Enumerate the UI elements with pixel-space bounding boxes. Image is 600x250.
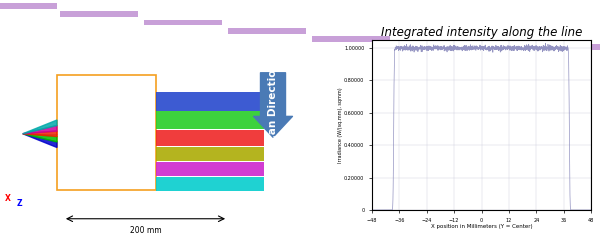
Bar (57, 75, 156, 190)
Y-axis label: Irradiance (W/(sq.mm), sqmm): Irradiance (W/(sq.mm), sqmm) (338, 87, 343, 163)
Bar (156, 92, 264, 110)
Bar (156, 130, 264, 146)
Bar (156, 147, 264, 161)
Bar (228, 28, 306, 34)
Polygon shape (23, 134, 57, 142)
Polygon shape (23, 134, 57, 147)
Text: Scan Direction: Scan Direction (268, 62, 278, 148)
Polygon shape (23, 126, 57, 134)
Text: Z: Z (17, 199, 22, 208)
Polygon shape (23, 131, 57, 136)
Bar (0, 3, 57, 9)
Bar (156, 111, 264, 129)
Bar (156, 177, 264, 191)
Bar (144, 20, 222, 25)
Text: X: X (5, 194, 11, 203)
Bar (312, 36, 390, 42)
Title: Integrated intensity along the line: Integrated intensity along the line (381, 26, 582, 39)
Text: 200 mm: 200 mm (130, 226, 161, 235)
X-axis label: X position in Millimeters (Y = Center): X position in Millimeters (Y = Center) (431, 224, 532, 229)
Bar (60, 12, 138, 17)
Polygon shape (23, 120, 57, 134)
Bar (156, 162, 264, 176)
FancyArrowPatch shape (254, 73, 292, 137)
Bar (396, 44, 600, 50)
